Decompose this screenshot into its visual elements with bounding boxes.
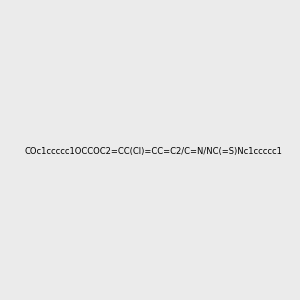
Text: COc1ccccc1OCCOC2=CC(Cl)=CC=C2/C=N/NC(=S)Nc1ccccc1: COc1ccccc1OCCOC2=CC(Cl)=CC=C2/C=N/NC(=S)… xyxy=(25,147,283,156)
